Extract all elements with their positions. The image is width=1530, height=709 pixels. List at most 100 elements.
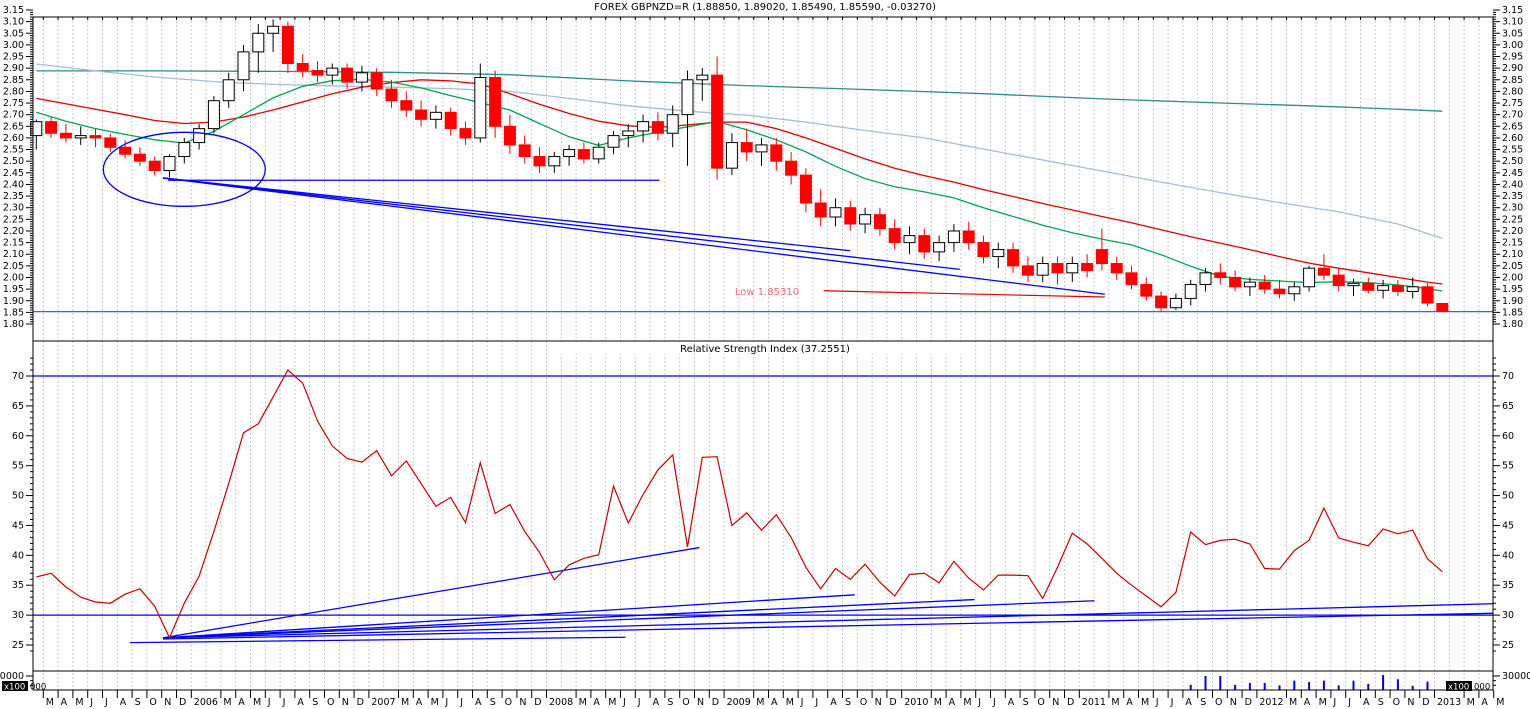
- volume-bar[interactable]: [1248, 683, 1251, 690]
- downtrend-fan-line[interactable]: [162, 177, 960, 270]
- trendline-overlay-layer[interactable]: [33, 131, 1493, 313]
- candlestick-layer[interactable]: [30, 19, 1449, 312]
- candle-body-up[interactable]: [903, 235, 916, 244]
- candle-body-down[interactable]: [533, 156, 546, 167]
- candle-body-up[interactable]: [429, 111, 442, 120]
- rsi-trendline[interactable]: [162, 603, 1493, 639]
- candle-body-up[interactable]: [725, 142, 738, 169]
- candle-body-up[interactable]: [1199, 272, 1212, 285]
- candle-body-down[interactable]: [400, 100, 413, 111]
- candle-body-up[interactable]: [696, 74, 709, 81]
- volume-bar[interactable]: [1396, 679, 1399, 690]
- candle-body-down[interactable]: [918, 235, 931, 253]
- candle-body-down[interactable]: [814, 202, 827, 218]
- downtrend-fan-line[interactable]: [162, 177, 851, 252]
- trend-ellipse[interactable]: [102, 131, 266, 207]
- volume-bar[interactable]: [1382, 675, 1385, 690]
- candle-body-down[interactable]: [1317, 267, 1330, 276]
- candle-body-up[interactable]: [1303, 267, 1316, 288]
- candle-body-down[interactable]: [770, 144, 783, 162]
- candle-body-up[interactable]: [563, 149, 576, 158]
- candle-body-down[interactable]: [651, 121, 664, 134]
- candle-body-up[interactable]: [548, 156, 561, 167]
- candle-body-down[interactable]: [119, 146, 132, 155]
- volume-bar[interactable]: [1411, 685, 1414, 690]
- candle-body-up[interactable]: [1169, 297, 1182, 309]
- candle-body-down[interactable]: [785, 160, 798, 176]
- candle-body-up[interactable]: [207, 100, 220, 130]
- candle-body-up[interactable]: [1347, 282, 1360, 287]
- candle-body-down[interactable]: [1214, 272, 1227, 278]
- candle-body-down[interactable]: [888, 228, 901, 244]
- candle-body-up[interactable]: [163, 156, 176, 171]
- candle-body-down[interactable]: [415, 109, 428, 120]
- candle-body-up[interactable]: [326, 67, 339, 76]
- candle-body-down[interactable]: [1436, 302, 1449, 312]
- candle-body-down[interactable]: [1273, 288, 1286, 295]
- candle-body-down[interactable]: [1229, 276, 1242, 288]
- volume-bar[interactable]: [1367, 683, 1370, 690]
- candle-body-down[interactable]: [281, 25, 294, 64]
- candle-body-down[interactable]: [1140, 283, 1153, 297]
- candle-body-down[interactable]: [1421, 286, 1434, 304]
- candle-body-down[interactable]: [711, 74, 724, 169]
- candle-body-up[interactable]: [607, 135, 620, 148]
- candle-body-down[interactable]: [844, 207, 857, 225]
- red-low-trendline[interactable]: [823, 290, 1105, 298]
- candle-body-up[interactable]: [992, 249, 1005, 258]
- candle-body-up[interactable]: [474, 76, 487, 139]
- candle-body-up[interactable]: [666, 114, 679, 134]
- candle-body-down[interactable]: [1155, 295, 1168, 309]
- candle-body-up[interactable]: [755, 144, 768, 153]
- volume-bar[interactable]: [1204, 676, 1207, 690]
- candle-body-down[interactable]: [1332, 274, 1345, 287]
- candle-body-up[interactable]: [592, 146, 605, 160]
- volume-bar[interactable]: [1352, 680, 1355, 690]
- candle-body-down[interactable]: [104, 137, 117, 148]
- candle-body-up[interactable]: [1066, 263, 1079, 274]
- candle-body-down[interactable]: [977, 242, 990, 258]
- candle-body-down[interactable]: [45, 121, 58, 134]
- candle-body-down[interactable]: [311, 69, 324, 76]
- volume-bar[interactable]: [1426, 681, 1429, 690]
- candle-body-down[interactable]: [1081, 263, 1094, 272]
- candle-body-down[interactable]: [341, 67, 354, 83]
- volume-bar[interactable]: [1219, 676, 1222, 690]
- volume-bar[interactable]: [1308, 682, 1311, 690]
- rsi-trendline[interactable]: [129, 636, 626, 644]
- candle-body-down[interactable]: [1007, 249, 1020, 267]
- candle-body-up[interactable]: [622, 130, 635, 137]
- candle-body-down[interactable]: [459, 128, 472, 139]
- volume-bar[interactable]: [1278, 685, 1281, 690]
- candle-body-down[interactable]: [962, 230, 975, 244]
- candle-body-up[interactable]: [933, 242, 946, 253]
- candle-body-down[interactable]: [518, 144, 531, 158]
- candle-body-down[interactable]: [1391, 285, 1404, 292]
- candle-body-up[interactable]: [355, 72, 368, 83]
- volume-bar[interactable]: [1322, 680, 1325, 690]
- candle-body-up[interactable]: [222, 79, 235, 102]
- candle-body-down[interactable]: [59, 132, 72, 139]
- rsi-trendline[interactable]: [162, 598, 975, 639]
- candle-body-up[interactable]: [1377, 285, 1390, 291]
- candle-body-up[interactable]: [1036, 263, 1049, 276]
- rsi-trendline[interactable]: [162, 600, 1095, 639]
- candle-body-up[interactable]: [637, 121, 650, 132]
- rsi-trendline[interactable]: [162, 546, 700, 639]
- candle-body-down[interactable]: [444, 111, 457, 130]
- volume-bar[interactable]: [1263, 683, 1266, 690]
- candle-body-up[interactable]: [74, 135, 87, 139]
- candle-body-down[interactable]: [1021, 265, 1034, 276]
- rsi-trendline[interactable]: [162, 594, 855, 639]
- candle-body-up[interactable]: [947, 230, 960, 244]
- candle-body-down[interactable]: [89, 135, 102, 139]
- candle-body-down[interactable]: [740, 142, 753, 153]
- candle-body-down[interactable]: [1258, 281, 1271, 290]
- candle-body-up[interactable]: [1184, 283, 1197, 299]
- candle-body-up[interactable]: [1243, 281, 1256, 288]
- candle-body-down[interactable]: [577, 149, 590, 160]
- candle-body-down[interactable]: [1125, 272, 1138, 285]
- volume-bar[interactable]: [1189, 684, 1192, 690]
- candle-body-down[interactable]: [1095, 249, 1108, 265]
